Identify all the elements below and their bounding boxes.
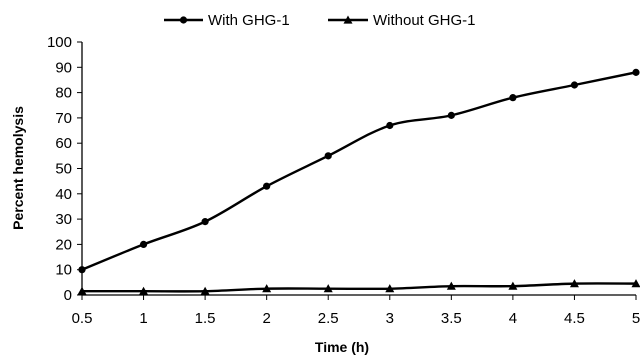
x-tick-label: 4 bbox=[509, 310, 517, 327]
y-axis-title: Percent hemolysis bbox=[10, 106, 26, 230]
x-axis-title: Time (h) bbox=[315, 339, 369, 355]
x-tick-label: 1.5 bbox=[195, 310, 216, 327]
y-tick-label: 10 bbox=[55, 262, 72, 279]
data-point-with-ghg-1 bbox=[325, 152, 332, 159]
legend-label: Without GHG-1 bbox=[373, 12, 476, 29]
y-tick-label: 60 bbox=[55, 135, 72, 152]
x-tick-label: 3.5 bbox=[441, 310, 462, 327]
y-tick-label: 90 bbox=[55, 59, 72, 76]
y-tick-label: 70 bbox=[55, 110, 72, 127]
x-tick-label: 3 bbox=[386, 310, 394, 327]
axes: 0 10 20 30 40 50 60 70 80 90 100 0.5 1 1.5 2 2.5 3 3.5 4 4.… bbox=[47, 34, 640, 327]
x-tick-label: 2 bbox=[262, 310, 270, 327]
data-point-with-ghg-1 bbox=[632, 69, 639, 76]
series-line-without-ghg-1 bbox=[82, 283, 636, 291]
y-tick-label: 100 bbox=[47, 34, 72, 51]
y-tick-label: 80 bbox=[55, 85, 72, 102]
series-layer bbox=[78, 69, 640, 295]
x-tick-label: 4.5 bbox=[564, 310, 585, 327]
series-with-ghg-1 bbox=[78, 69, 639, 274]
series-line-with-ghg-1 bbox=[82, 72, 636, 269]
data-point-with-ghg-1 bbox=[571, 81, 578, 88]
data-point-with-ghg-1 bbox=[140, 241, 147, 248]
y-tick-label: 0 bbox=[64, 287, 72, 304]
data-point-with-ghg-1 bbox=[386, 122, 393, 129]
data-point-with-ghg-1 bbox=[78, 266, 85, 273]
x-tick-label: 0.5 bbox=[72, 310, 93, 327]
data-point-with-ghg-1 bbox=[263, 183, 270, 190]
y-tick-label: 50 bbox=[55, 161, 72, 178]
legend-label: With GHG-1 bbox=[208, 12, 290, 29]
y-tick-label: 20 bbox=[55, 236, 72, 253]
y-tick-label: 30 bbox=[55, 211, 72, 228]
data-point-with-ghg-1 bbox=[509, 94, 516, 101]
legend-item-with-ghg-1: With GHG-1 bbox=[164, 12, 290, 29]
x-tick-label: 2.5 bbox=[318, 310, 339, 327]
x-tick-label: 1 bbox=[139, 310, 147, 327]
series-without-ghg-1 bbox=[78, 279, 640, 295]
x-tick-label: 5 bbox=[632, 310, 640, 327]
legend: With GHG-1 Without GHG-1 bbox=[164, 12, 476, 29]
y-tick-label: 40 bbox=[55, 186, 72, 203]
data-point-with-ghg-1 bbox=[202, 218, 209, 225]
legend-item-without-ghg-1: Without GHG-1 bbox=[328, 12, 476, 29]
legend-marker-circle bbox=[180, 16, 187, 23]
data-point-with-ghg-1 bbox=[448, 112, 455, 119]
